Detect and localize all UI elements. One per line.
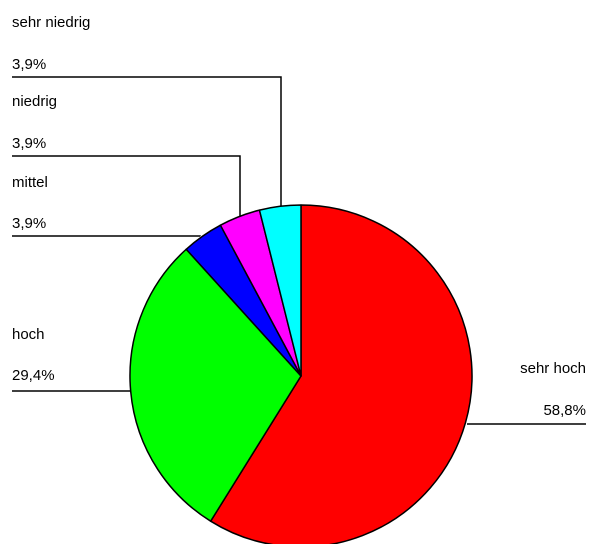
leader-line-sehr-niedrig (12, 76, 282, 207)
slice-label-hoch: hoch (12, 326, 45, 343)
pie-slice-hoch (129, 248, 302, 522)
slice-value-mittel: 3,9% (12, 215, 46, 232)
slice-value-sehr-hoch: 58,8% (543, 402, 586, 419)
slice-value-hoch: 29,4% (12, 367, 55, 384)
label-leader-lines (12, 76, 586, 425)
pie-slices (129, 204, 473, 544)
leader-line-niedrig (12, 155, 241, 217)
slice-label-niedrig: niedrig (12, 93, 57, 110)
pie-slice-sehr-niedrig (258, 204, 302, 377)
pie-slice-sehr-hoch (209, 204, 473, 544)
slice-value-sehr-niedrig: 3,9% (12, 56, 46, 73)
slice-value-niedrig: 3,9% (12, 135, 46, 152)
slice-label-sehr-hoch: sehr hoch (520, 360, 586, 377)
slice-label-mittel: mittel (12, 174, 48, 191)
slice-label-sehr-niedrig: sehr niedrig (12, 14, 90, 31)
